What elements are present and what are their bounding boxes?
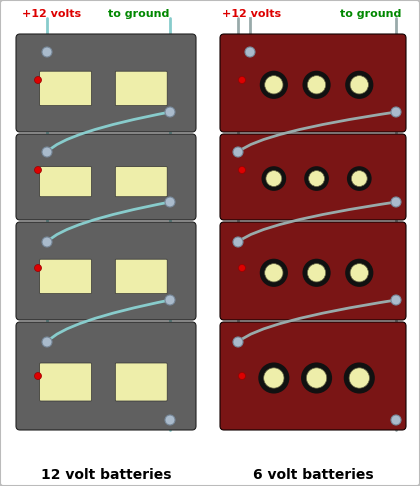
Circle shape: [165, 107, 175, 117]
Circle shape: [259, 364, 289, 393]
FancyBboxPatch shape: [16, 322, 196, 430]
Circle shape: [350, 264, 368, 282]
Circle shape: [305, 167, 328, 190]
Circle shape: [239, 372, 246, 380]
Circle shape: [165, 197, 175, 207]
Circle shape: [262, 167, 285, 190]
Circle shape: [391, 415, 401, 425]
FancyBboxPatch shape: [116, 259, 167, 294]
FancyBboxPatch shape: [39, 363, 92, 401]
Circle shape: [233, 337, 243, 347]
Circle shape: [266, 171, 282, 187]
Circle shape: [391, 107, 401, 117]
Circle shape: [345, 364, 374, 393]
Circle shape: [350, 76, 368, 94]
Circle shape: [348, 167, 370, 190]
Circle shape: [307, 76, 326, 94]
Circle shape: [346, 260, 373, 286]
Circle shape: [307, 368, 327, 388]
Circle shape: [42, 47, 52, 57]
Text: to ground: to ground: [340, 9, 402, 19]
Text: 6 volt batteries: 6 volt batteries: [253, 468, 373, 482]
Circle shape: [265, 76, 283, 94]
Text: +12 volts: +12 volts: [22, 9, 81, 19]
FancyBboxPatch shape: [116, 71, 167, 105]
Circle shape: [346, 72, 373, 98]
FancyBboxPatch shape: [39, 71, 92, 105]
FancyBboxPatch shape: [220, 34, 406, 132]
FancyBboxPatch shape: [220, 222, 406, 320]
Circle shape: [165, 295, 175, 305]
FancyBboxPatch shape: [16, 34, 196, 132]
Circle shape: [245, 47, 255, 57]
Circle shape: [34, 372, 42, 380]
Circle shape: [391, 295, 401, 305]
Circle shape: [304, 260, 330, 286]
Circle shape: [34, 167, 42, 174]
FancyBboxPatch shape: [16, 222, 196, 320]
Circle shape: [239, 264, 246, 272]
Circle shape: [304, 72, 330, 98]
Text: +12 volts: +12 volts: [222, 9, 281, 19]
FancyBboxPatch shape: [116, 363, 167, 401]
FancyBboxPatch shape: [16, 134, 196, 220]
FancyBboxPatch shape: [220, 134, 406, 220]
Circle shape: [34, 264, 42, 272]
Text: 12 volt batteries: 12 volt batteries: [41, 468, 171, 482]
Circle shape: [349, 368, 370, 388]
Circle shape: [42, 237, 52, 247]
Circle shape: [239, 76, 246, 84]
Circle shape: [264, 368, 284, 388]
Circle shape: [391, 197, 401, 207]
Circle shape: [261, 72, 287, 98]
FancyBboxPatch shape: [39, 167, 92, 197]
Circle shape: [34, 76, 42, 84]
Circle shape: [42, 147, 52, 157]
Circle shape: [239, 167, 246, 174]
Circle shape: [233, 237, 243, 247]
FancyBboxPatch shape: [39, 259, 92, 294]
Circle shape: [309, 171, 325, 187]
Text: to ground: to ground: [108, 9, 169, 19]
Circle shape: [233, 147, 243, 157]
FancyBboxPatch shape: [220, 322, 406, 430]
Circle shape: [42, 337, 52, 347]
FancyBboxPatch shape: [116, 167, 167, 197]
Circle shape: [307, 264, 326, 282]
Circle shape: [261, 260, 287, 286]
Circle shape: [165, 415, 175, 425]
Circle shape: [265, 264, 283, 282]
Circle shape: [352, 171, 367, 187]
Circle shape: [302, 364, 331, 393]
